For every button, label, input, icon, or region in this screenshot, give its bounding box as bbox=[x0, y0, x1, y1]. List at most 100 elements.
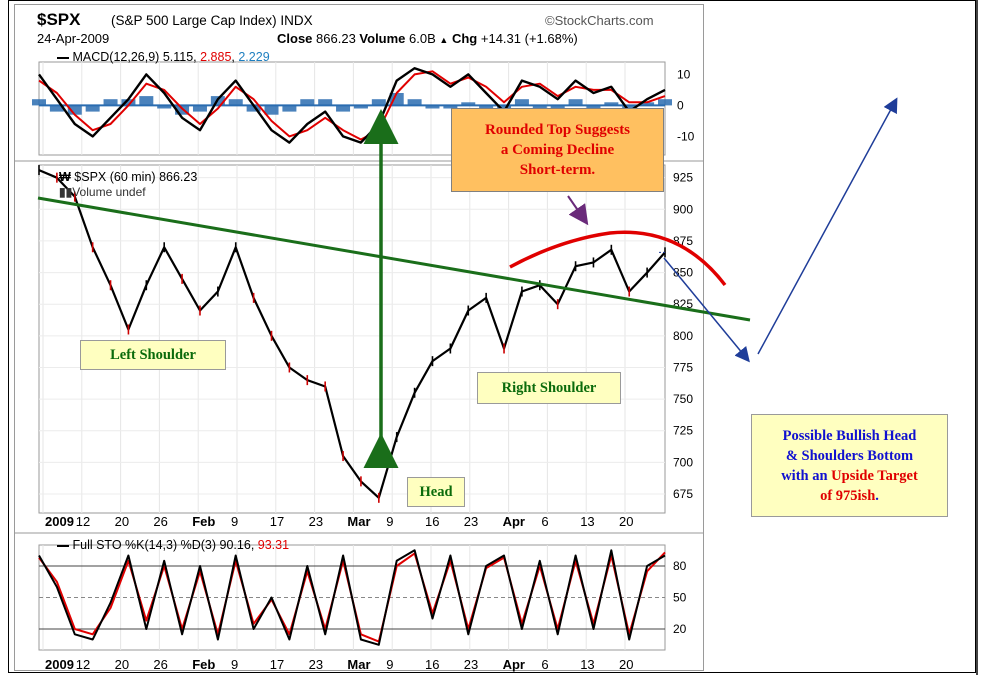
macd-line bbox=[38, 67, 666, 144]
chart-svg: 675 700 725 750 775 800 825 850 875 900 925 -10 0 10 2… bbox=[15, 61, 703, 672]
x-tick-label: 23 bbox=[309, 657, 323, 672]
macd-histogram-bar bbox=[49, 105, 64, 112]
x-tick-label: 6 bbox=[541, 514, 548, 529]
x-tick-label: Feb bbox=[192, 514, 215, 529]
symbol: $SPX bbox=[37, 10, 81, 29]
x-tick-label: 17 bbox=[270, 514, 284, 529]
chart-date: 24-Apr-2009 bbox=[37, 31, 110, 46]
macd-histogram-bar bbox=[568, 99, 583, 106]
x-tick-label: Apr bbox=[503, 657, 525, 672]
x-tick-label: 17 bbox=[270, 657, 284, 672]
sto-tick-label: 20 bbox=[673, 622, 687, 636]
price-tick-label: 750 bbox=[673, 392, 693, 406]
price-tick-label: 800 bbox=[673, 329, 693, 343]
macd-histogram-bar bbox=[658, 99, 672, 106]
macd-histogram-bar bbox=[336, 105, 351, 112]
price-tick-label: 700 bbox=[673, 455, 693, 469]
macd-histogram-bar bbox=[67, 105, 82, 115]
price-panel-frame bbox=[38, 164, 666, 514]
x-tick-label: 20 bbox=[619, 514, 633, 529]
x-tick-label: 20 bbox=[115, 657, 129, 672]
macd-legend: MACD(12,26,9) 5.115, 2.885, 2.229 bbox=[57, 50, 270, 64]
macd-histogram-bar bbox=[353, 105, 368, 109]
bullish-target-callout: Possible Bullish Head & Shoulders Bottom… bbox=[751, 414, 948, 517]
macd-histogram-bar bbox=[121, 99, 136, 106]
x-tick-label: 9 bbox=[386, 657, 393, 672]
price-legend: ₩ $SPX (60 min) 866.23 bbox=[59, 170, 198, 184]
sto-tick-label: 50 bbox=[673, 591, 687, 605]
macd-histogram-bar bbox=[32, 99, 46, 106]
right-border bbox=[976, 0, 978, 675]
sto-k-line bbox=[38, 549, 666, 646]
macd-tick-label: 10 bbox=[677, 67, 691, 81]
macd-histogram-bar bbox=[175, 105, 190, 115]
macd-histogram-bar bbox=[157, 105, 172, 109]
macd-histogram-bar bbox=[103, 99, 118, 106]
price-tick-label: 725 bbox=[673, 424, 693, 438]
macd-histogram-bar bbox=[425, 105, 440, 109]
macd-tick-label: -10 bbox=[677, 129, 695, 143]
macd-histogram-bar bbox=[282, 105, 297, 112]
x-tick-label: 9 bbox=[231, 657, 238, 672]
macd-histogram-bar bbox=[85, 105, 100, 112]
x-tick-label: 23 bbox=[309, 514, 323, 529]
x-tick-label: 20 bbox=[115, 514, 129, 529]
macd-histogram-bar bbox=[318, 99, 333, 106]
price-tick-label: 850 bbox=[673, 266, 693, 280]
x-tick-label: 26 bbox=[153, 657, 167, 672]
macd-histogram-bar bbox=[300, 99, 315, 106]
x-tick-label: 13 bbox=[580, 514, 594, 529]
x-tick-label: 16 bbox=[425, 514, 439, 529]
macd-histogram-bar bbox=[586, 105, 601, 109]
x-tick-label: Mar bbox=[347, 657, 370, 672]
index-name: (S&P 500 Large Cap Index) INDX bbox=[111, 13, 313, 28]
x-tick-label: 6 bbox=[541, 657, 548, 672]
macd-histogram-bar bbox=[228, 99, 243, 106]
macd-histogram-bar bbox=[443, 105, 458, 109]
x-tick-label: 12 bbox=[76, 657, 90, 672]
x-tick-label: 12 bbox=[76, 514, 90, 529]
head-label: Head bbox=[407, 477, 465, 507]
macd-histogram-bar bbox=[461, 102, 476, 106]
macd-histogram-bar bbox=[604, 102, 619, 106]
macd-histogram-bar bbox=[139, 96, 154, 106]
x-tick-label: 2009 bbox=[45, 514, 74, 529]
x-tick-label: 9 bbox=[231, 514, 238, 529]
x-tick-label: 2009 bbox=[45, 657, 74, 672]
x-tick-label: Apr bbox=[503, 514, 525, 529]
left-shoulder-label: Left Shoulder bbox=[80, 340, 226, 370]
x-tick-label: 23 bbox=[464, 514, 478, 529]
macd-histogram-bar bbox=[532, 105, 547, 109]
sto-tick-label: 80 bbox=[673, 559, 687, 573]
x-tick-label: 26 bbox=[153, 514, 167, 529]
right-shoulder-label: Right Shoulder bbox=[477, 372, 621, 404]
price-tick-label: 875 bbox=[673, 234, 693, 248]
price-tick-label: 775 bbox=[673, 360, 693, 374]
macd-histogram-bar bbox=[640, 102, 655, 106]
price-tick-label: 900 bbox=[673, 202, 693, 216]
price-tick-label: 925 bbox=[673, 171, 693, 185]
x-tick-label: 9 bbox=[386, 514, 393, 529]
macd-histogram-bar bbox=[514, 99, 529, 106]
macd-panel-frame bbox=[38, 61, 666, 156]
x-tick-label: 16 bbox=[425, 657, 439, 672]
x-tick-label: 23 bbox=[464, 657, 478, 672]
macd-histogram-bar bbox=[407, 99, 422, 106]
chg-arrow-icon: ▲ bbox=[439, 35, 449, 45]
x-tick-label: 13 bbox=[580, 657, 594, 672]
macd-histogram-bar bbox=[371, 99, 386, 106]
macd-tick-label: 0 bbox=[677, 98, 684, 112]
price-bar-icon: ₩ bbox=[59, 170, 71, 184]
x-tick-label: 20 bbox=[619, 657, 633, 672]
quote-line: Close 866.23 Volume 6.0B ▲ Chg +14.31 (+… bbox=[277, 31, 578, 46]
price-series-line bbox=[38, 169, 666, 499]
x-tick-label: Mar bbox=[347, 514, 370, 529]
volume-legend: ▮▮Volume undef bbox=[59, 185, 146, 199]
macd-histogram-bar bbox=[192, 105, 207, 112]
x-tick-label: Feb bbox=[192, 657, 215, 672]
macd-histogram-bar bbox=[246, 105, 261, 112]
price-tick-label: 825 bbox=[673, 297, 693, 311]
price-tick-label: 675 bbox=[673, 487, 693, 501]
source-credit: ©StockCharts.com bbox=[545, 13, 654, 28]
macd-histogram-bar bbox=[550, 105, 565, 109]
